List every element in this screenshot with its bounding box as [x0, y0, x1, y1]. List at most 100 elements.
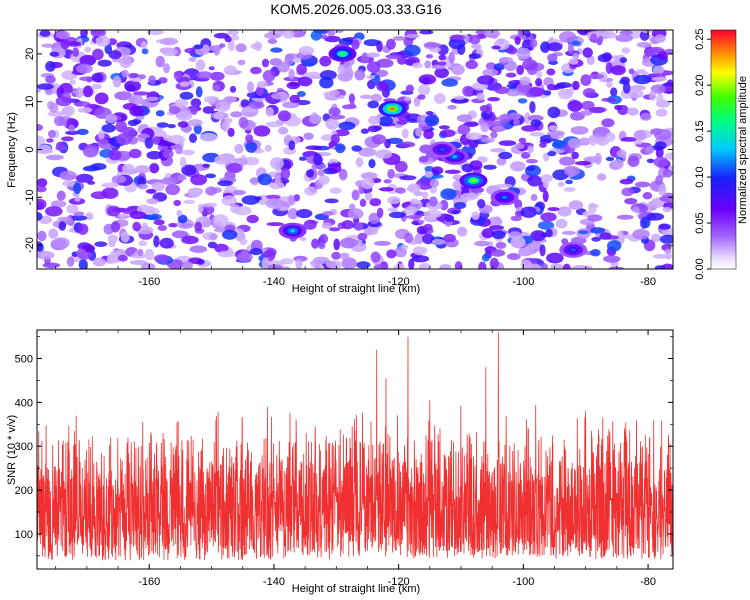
- spectrogram-cell: [527, 175, 542, 187]
- spectrogram-cell: [57, 216, 73, 221]
- colorbar-ticks: 0.00 0.05 0.10 0.15 0.20 0.25: [694, 28, 711, 280]
- spectrogram-cell: [331, 251, 341, 260]
- spectrogram-cell: [287, 208, 299, 220]
- spectrogram-cell: [367, 79, 376, 90]
- spectrogram-cell: [540, 262, 548, 269]
- spectrogram-cell: [90, 191, 109, 200]
- spectrogram-cell: [590, 249, 601, 257]
- y-tick-label: 200: [15, 485, 33, 497]
- spectrogram-cell: [633, 130, 647, 141]
- x-tick-label: -160: [138, 576, 160, 588]
- spectrogram-hotspot: [278, 222, 307, 239]
- spectrogram-cell: [108, 240, 116, 248]
- spectrogram-cell: [75, 173, 94, 183]
- spectrogram-cell: [387, 207, 399, 213]
- spectrogram-cell: [129, 211, 147, 220]
- spectrogram-cell: [134, 165, 151, 174]
- spectrogram-cell: [114, 91, 133, 101]
- spectrogram-cell: [654, 34, 666, 43]
- spectrogram-cell: [557, 181, 565, 188]
- spectrogram-cell: [636, 69, 647, 74]
- spectrogram-cell: [404, 96, 412, 101]
- spectrogram-cell: [325, 118, 340, 130]
- spectrogram-x-label: Height of straight line (km): [292, 283, 420, 295]
- spectrogram-cell: [520, 151, 531, 159]
- spectrogram-cell: [78, 259, 88, 269]
- spectrogram-cell: [292, 57, 302, 63]
- spectrogram-cell: [480, 122, 490, 133]
- spectrogram-cell: [590, 227, 606, 234]
- spectrogram-cell: [153, 219, 165, 226]
- spectrogram-cell: [367, 125, 380, 133]
- spectrogram-cell: [418, 74, 437, 85]
- spectrogram-cell: [477, 199, 486, 209]
- spectrogram-cell: [329, 114, 346, 120]
- spectrogram-cell: [506, 46, 518, 55]
- spectrogram-cell: [562, 263, 571, 269]
- spectrogram-cell: [341, 220, 354, 230]
- spectrogram-cell: [658, 184, 667, 196]
- spectrogram-cell: [99, 138, 109, 146]
- spectrogram-cell: [452, 64, 465, 75]
- spectrogram-cell: [247, 81, 254, 94]
- spectrogram-cell: [519, 76, 531, 86]
- spectrogram-cell: [408, 258, 415, 269]
- spectrogram-cell: [105, 113, 118, 124]
- spectrogram-cell: [66, 204, 79, 214]
- spectrogram-cell: [615, 34, 633, 43]
- spectrogram-cell: [317, 169, 325, 177]
- spectrogram-cell: [360, 172, 378, 180]
- spectrogram-cell: [208, 66, 215, 71]
- spectrogram-hotspot: [490, 189, 519, 206]
- spectrogram-cell: [376, 207, 384, 218]
- spectrogram-cell: [355, 157, 364, 168]
- spectrogram-cell: [163, 135, 173, 141]
- spectrogram-cell: [197, 203, 204, 213]
- spectrogram-cell: [404, 206, 418, 215]
- spectrogram-cell: [338, 94, 345, 100]
- y-tick-label: 0: [24, 146, 36, 152]
- spectrogram-cell: [293, 194, 300, 202]
- spectrogram-cell: [489, 257, 499, 269]
- spectrogram-cell: [76, 248, 87, 259]
- spectrogram-cell: [561, 89, 574, 96]
- spectrogram-cell: [413, 96, 421, 107]
- spectrogram-cell: [652, 254, 670, 259]
- spectrogram-cell: [92, 48, 104, 61]
- spectrogram-cell: [513, 118, 520, 126]
- hotspot-ring: [290, 229, 296, 233]
- spectrogram-cell: [158, 142, 176, 147]
- spectrogram-cell: [188, 187, 202, 198]
- spectrogram-hotspot: [459, 172, 488, 189]
- spectrogram-cell: [37, 88, 42, 93]
- spectrogram-cell: [240, 99, 250, 108]
- spectrogram-cell: [328, 227, 341, 232]
- colorbar-tick-label: 0.20: [694, 74, 706, 95]
- hotspot-ring: [389, 107, 395, 111]
- spectrogram-cell: [305, 169, 315, 178]
- spectrogram-cell: [188, 57, 197, 62]
- spectrogram-cell: [422, 191, 429, 200]
- spectrogram-cell: [596, 173, 607, 181]
- spectrogram-cell: [167, 124, 176, 129]
- spectrogram-cell: [438, 54, 447, 61]
- spectrogram-cell: [571, 151, 579, 160]
- spectrogram-cell: [633, 74, 652, 85]
- spectrogram-cell: [117, 254, 128, 262]
- spectrogram-cell: [628, 89, 644, 99]
- spectrogram-cell: [521, 125, 539, 132]
- spectrogram-cell: [608, 266, 625, 269]
- spectrogram-cell: [550, 263, 563, 269]
- spectrogram-cell: [522, 59, 538, 71]
- spectrogram-cell: [303, 132, 314, 140]
- spectrogram-cell: [98, 130, 105, 141]
- spectrogram-cell: [261, 58, 270, 68]
- spectrogram-cell: [568, 58, 579, 65]
- y-tick-label: -10: [24, 189, 36, 205]
- snr-x-ticks: -160 -140 -120 -100 -80: [55, 330, 656, 588]
- spectrogram-cell: [196, 71, 213, 80]
- spectrogram-cell: [120, 231, 130, 243]
- spectrogram-cell: [439, 199, 449, 211]
- spectrogram-cell: [563, 187, 576, 192]
- spectrogram-cell: [652, 65, 665, 75]
